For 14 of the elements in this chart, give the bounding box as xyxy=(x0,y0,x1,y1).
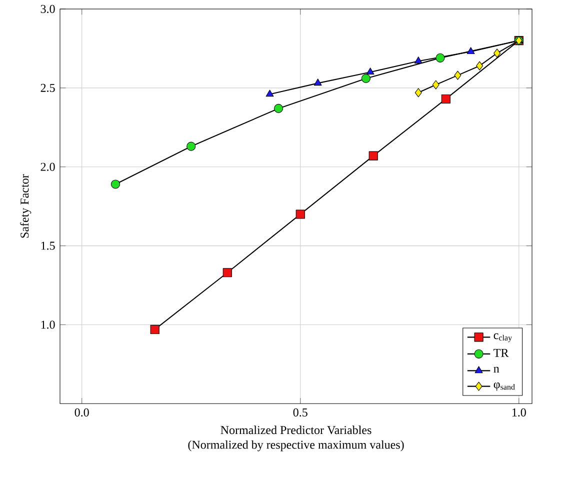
legend-label: φ$_{sand}$ xyxy=(494,382,515,391)
y-tick-label: 1.5 xyxy=(41,242,55,250)
x-tick-label: 1.0 xyxy=(512,408,526,417)
legend-label: n xyxy=(494,366,500,373)
x-tick-label: 0.0 xyxy=(74,408,89,417)
y-tick-label: 1.0 xyxy=(41,320,55,329)
x-tick-label: 0.5 xyxy=(293,408,308,417)
legend-label: TR xyxy=(494,348,509,357)
y-axis-title: Safety Factor xyxy=(20,174,32,238)
x-axis-title: Normalized Predictor Variables (Normalized by respective maximum values) xyxy=(188,426,404,452)
y-tick-label: 2.5 xyxy=(40,84,55,92)
legend-label: c$_{clay}$ xyxy=(494,333,512,342)
y-tick-label: 2.0 xyxy=(40,162,55,171)
y-tick-label: 3.0 xyxy=(40,4,55,14)
